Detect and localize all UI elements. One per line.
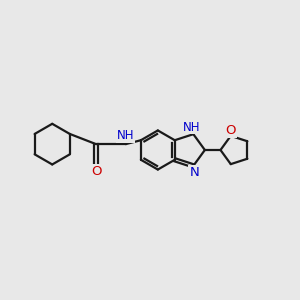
Text: O: O [226,124,236,137]
Text: NH: NH [183,121,200,134]
Text: NH: NH [117,129,134,142]
Text: O: O [91,165,101,178]
Text: N: N [189,167,199,179]
